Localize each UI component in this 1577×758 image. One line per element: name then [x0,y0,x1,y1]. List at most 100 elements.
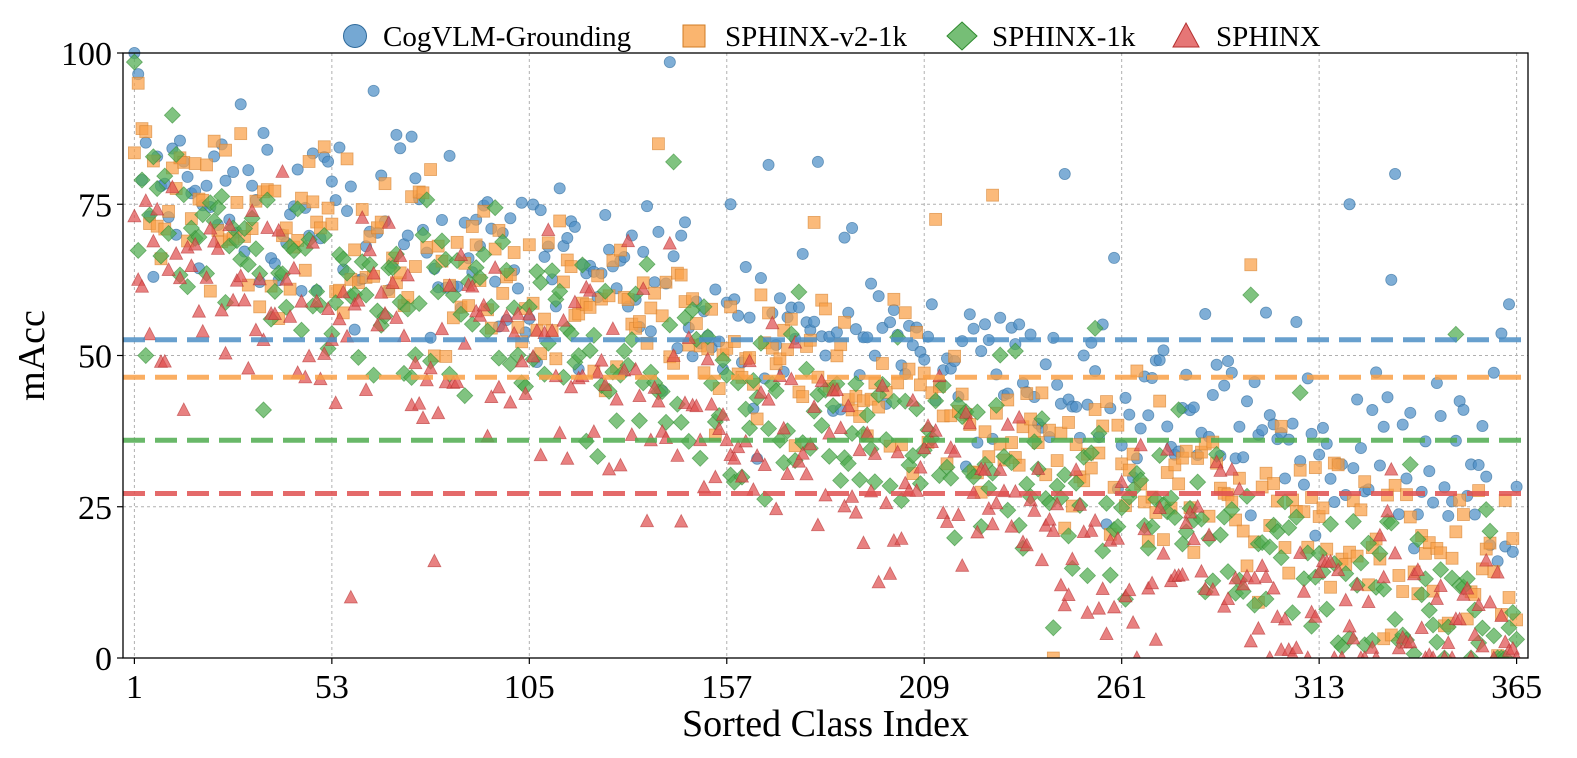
data-point-triangle [1323,553,1338,568]
data-point-circle [637,245,650,258]
legend-item-sphinx-v2-1k: SPHINX-v2-1k [682,21,908,53]
data-point-circle [667,250,680,263]
data-point-circle [792,301,805,314]
data-point-diamond [543,262,561,280]
data-point-triangle [567,294,583,309]
data-point-diamond [1086,319,1104,337]
data-point-diamond [213,187,231,205]
data-point-circle [1222,355,1235,368]
data-point-circle [1142,409,1155,422]
data-point-circle [181,170,194,183]
data-point-diamond [1223,501,1241,519]
data-point-circle [1297,478,1310,491]
data-point-circle [967,322,980,335]
data-point-circle [709,283,722,296]
data-point-triangle [1410,562,1426,576]
data-point-triangle [605,321,621,335]
data-point-triangle [271,222,286,237]
data-point-diamond [790,283,808,301]
data-point-square [541,236,555,250]
data-point-triangle [518,386,533,400]
data-point-square [1354,503,1368,517]
data-point-triangle [1489,650,1498,658]
data-point-circle [394,142,407,155]
data-point-square [606,254,620,267]
data-point-circle [1457,403,1470,416]
data-point-square [1259,466,1273,480]
data-point-triangle [601,461,617,476]
data-point-circle [1347,462,1360,475]
data-point-triangle [412,395,427,410]
data-point-circle [1259,306,1272,319]
y-tick-label: 50 [78,339,112,376]
data-point-triangle [947,443,962,458]
data-point-diamond [486,199,504,217]
data-point-diamond [1344,512,1362,531]
data-point-triangle [476,297,491,312]
data-point-triangle [1046,523,1061,537]
data-point-triangle [1255,558,1270,572]
data-point-triangle [727,450,742,465]
data-point-square [1267,477,1280,490]
data-point-circle [1506,545,1519,558]
data-point-triangle [920,418,936,432]
data-point-triangle [1467,627,1482,641]
data-point-diamond [152,247,170,265]
data-point-triangle [552,425,567,440]
data-point-square [522,238,536,252]
data-point-diamond [160,224,178,242]
data-point-square [807,215,821,229]
data-point-square [507,246,521,259]
data-point-diamond [1219,563,1237,581]
data-point-circle [1400,472,1413,485]
data-point-square [450,235,464,249]
data-point-square [644,301,658,315]
legend-label-sphinx-v2-1k: SPHINX-v2-1k [725,21,908,53]
data-point-triangle [1034,552,1050,567]
data-point-triangle [1080,604,1095,619]
data-point-triangle [647,380,662,394]
data-point-circle [1480,470,1493,483]
data-point-triangle [985,516,1000,531]
data-point-triangle [1133,437,1148,452]
data-point-circle [139,136,152,149]
data-point-circle [511,282,524,295]
data-point-triangle [195,323,210,338]
data-point-diamond [718,366,736,384]
data-point-circle [219,174,232,187]
data-point-triangle [1232,481,1247,496]
data-point-diamond [1170,401,1188,419]
data-point-diamond [414,226,432,244]
data-point-triangle [1440,650,1449,658]
data-point-square [762,306,775,320]
data-point-triangle [1194,563,1209,578]
data-point-square [1084,461,1098,475]
data-point-triangle [267,306,283,321]
data-point-diamond [1321,515,1340,533]
data-point-triangle [169,245,184,260]
data-point-triangle [1049,496,1065,511]
data-point-triangle [514,353,529,368]
data-point-triangle [666,348,681,362]
data-point-triangle [172,270,188,285]
data-point-square [955,387,969,401]
data-point-square [234,127,248,141]
data-point-circle [819,349,832,362]
data-point-diamond [1211,526,1229,544]
data-point-circle [663,56,676,69]
data-point-circle [925,298,938,311]
data-point-triangle [317,346,332,360]
data-point-triangle [1042,511,1057,526]
data-point-circle [1427,496,1440,509]
data-point-triangle [1330,562,1346,577]
data-point-triangle [1224,461,1239,476]
data-point-triangle [244,203,260,217]
data-point-diamond [1473,619,1491,637]
data-point-circle [1373,459,1386,472]
data-point-circle [865,277,878,290]
data-point-triangle [1360,650,1369,658]
data-point-circle [978,318,991,331]
data-point-diamond [289,200,307,218]
data-point-square [321,201,335,215]
data-point-square [754,288,768,302]
